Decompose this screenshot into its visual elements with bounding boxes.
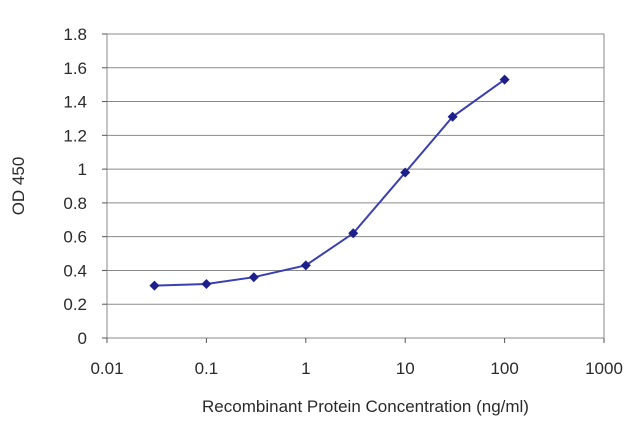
- data-point-0-0: [149, 280, 160, 291]
- y-tick-label-3: 0.6: [63, 228, 87, 247]
- y-tick-label-7: 1.4: [63, 93, 87, 112]
- gridlines: [107, 33, 604, 305]
- y-tick-label-9: 1.8: [63, 25, 87, 44]
- x-tick-label-1: 0.1: [195, 359, 219, 378]
- data-point-0-1: [201, 278, 212, 289]
- y-tick-label-5: 1: [78, 160, 87, 179]
- x-tick-label-5: 1000: [585, 359, 623, 378]
- x-tick-label-4: 100: [490, 359, 518, 378]
- data-point-0-6: [447, 111, 458, 122]
- y-tick-label-6: 1.2: [63, 126, 87, 145]
- x-tick-label-2: 1: [301, 359, 310, 378]
- data-point-0-2: [248, 272, 259, 283]
- data-point-0-5: [400, 167, 411, 178]
- series-line-0: [154, 78, 506, 287]
- y-tick-label-0: 0: [78, 329, 87, 348]
- y-axis-title: OD 450: [9, 157, 28, 216]
- series-layer: [149, 74, 510, 291]
- data-point-0-3: [300, 260, 311, 271]
- plot-area-frame: [106, 33, 605, 339]
- y-axis-ticks: 0 0.2 0.4 0.6 0.8 1 1.2 1.4 1.6 1.8: [63, 25, 107, 348]
- y-tick-label-1: 0.2: [63, 295, 87, 314]
- x-axis-ticks: 0.01 0.1 1 10 100 1000: [90, 338, 623, 378]
- data-point-0-4: [348, 228, 359, 239]
- y-tick-label-8: 1.6: [63, 59, 87, 78]
- y-tick-label-4: 0.8: [63, 194, 87, 213]
- y-tick-label-2: 0.4: [63, 261, 87, 280]
- x-axis-title: Recombinant Protein Concentration (ng/ml…: [202, 397, 529, 416]
- x-tick-label-3: 10: [396, 359, 415, 378]
- x-tick-label-0: 0.01: [90, 359, 123, 378]
- data-point-0-7: [499, 74, 510, 85]
